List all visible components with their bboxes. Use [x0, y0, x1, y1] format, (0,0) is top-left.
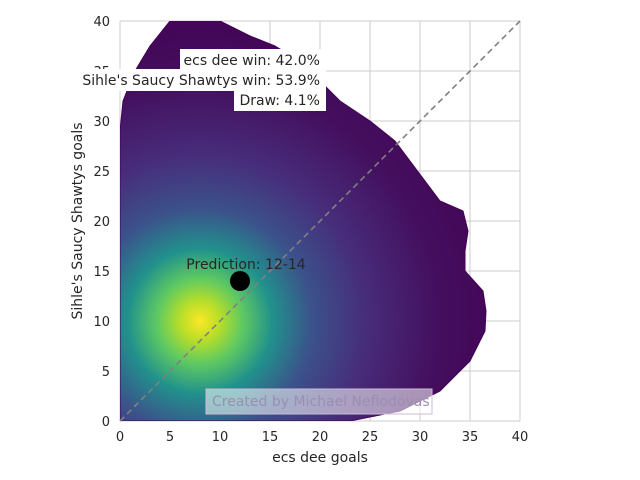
watermark-text: Created by Michael Nefiodovas — [212, 394, 430, 410]
y-tick-label: 40 — [93, 15, 110, 30]
density-region — [120, 21, 487, 421]
team-a-win-box: ecs dee win: 42.0% — [180, 49, 326, 71]
y-tick-label: 10 — [93, 315, 110, 330]
diagonal-line — [119, 20, 521, 422]
x-tick-label: 20 — [312, 430, 329, 445]
y-tick-label: 5 — [102, 365, 110, 380]
prediction-group: Prediction: 12-14 — [186, 257, 306, 291]
x-tick-label: 25 — [362, 430, 379, 445]
team-b-win-box: Sihle's Saucy Shawtys win: 53.9% — [80, 69, 326, 91]
x-tick-label: 40 — [512, 430, 529, 445]
prediction-point — [230, 271, 250, 291]
x-tick-label: 15 — [262, 430, 279, 445]
y-tick-label: 15 — [93, 265, 110, 280]
watermark-box: Created by Michael Nefiodovas — [205, 388, 433, 415]
x-tick-label: 30 — [412, 430, 429, 445]
x-tick-label: 0 — [116, 430, 124, 445]
team-a-win-text: ecs dee win: 42.0% — [184, 53, 320, 69]
y-tick-label: 30 — [93, 115, 110, 130]
draw-text: Draw: 4.1% — [239, 93, 320, 109]
y-axis-label: Sihle's Saucy Shawtys goals — [70, 122, 86, 319]
x-tick-label: 10 — [212, 430, 229, 445]
diagonal-layer — [119, 20, 521, 422]
prediction-label: Prediction: 12-14 — [186, 257, 305, 273]
y-tick-label: 20 — [93, 215, 110, 230]
x-axis-label: ecs dee goals — [272, 450, 368, 466]
draw-box: Draw: 4.1% — [234, 89, 326, 111]
y-tick-label: 25 — [93, 165, 110, 180]
x-tick-label: 35 — [462, 430, 479, 445]
tick-layer: 05101520253035400510152025303540 — [93, 15, 528, 445]
y-tick-label: 0 — [102, 415, 110, 430]
team-b-win-text: Sihle's Saucy Shawtys win: 53.9% — [82, 73, 320, 89]
x-tick-label: 5 — [166, 430, 174, 445]
density-layer — [120, 21, 487, 421]
